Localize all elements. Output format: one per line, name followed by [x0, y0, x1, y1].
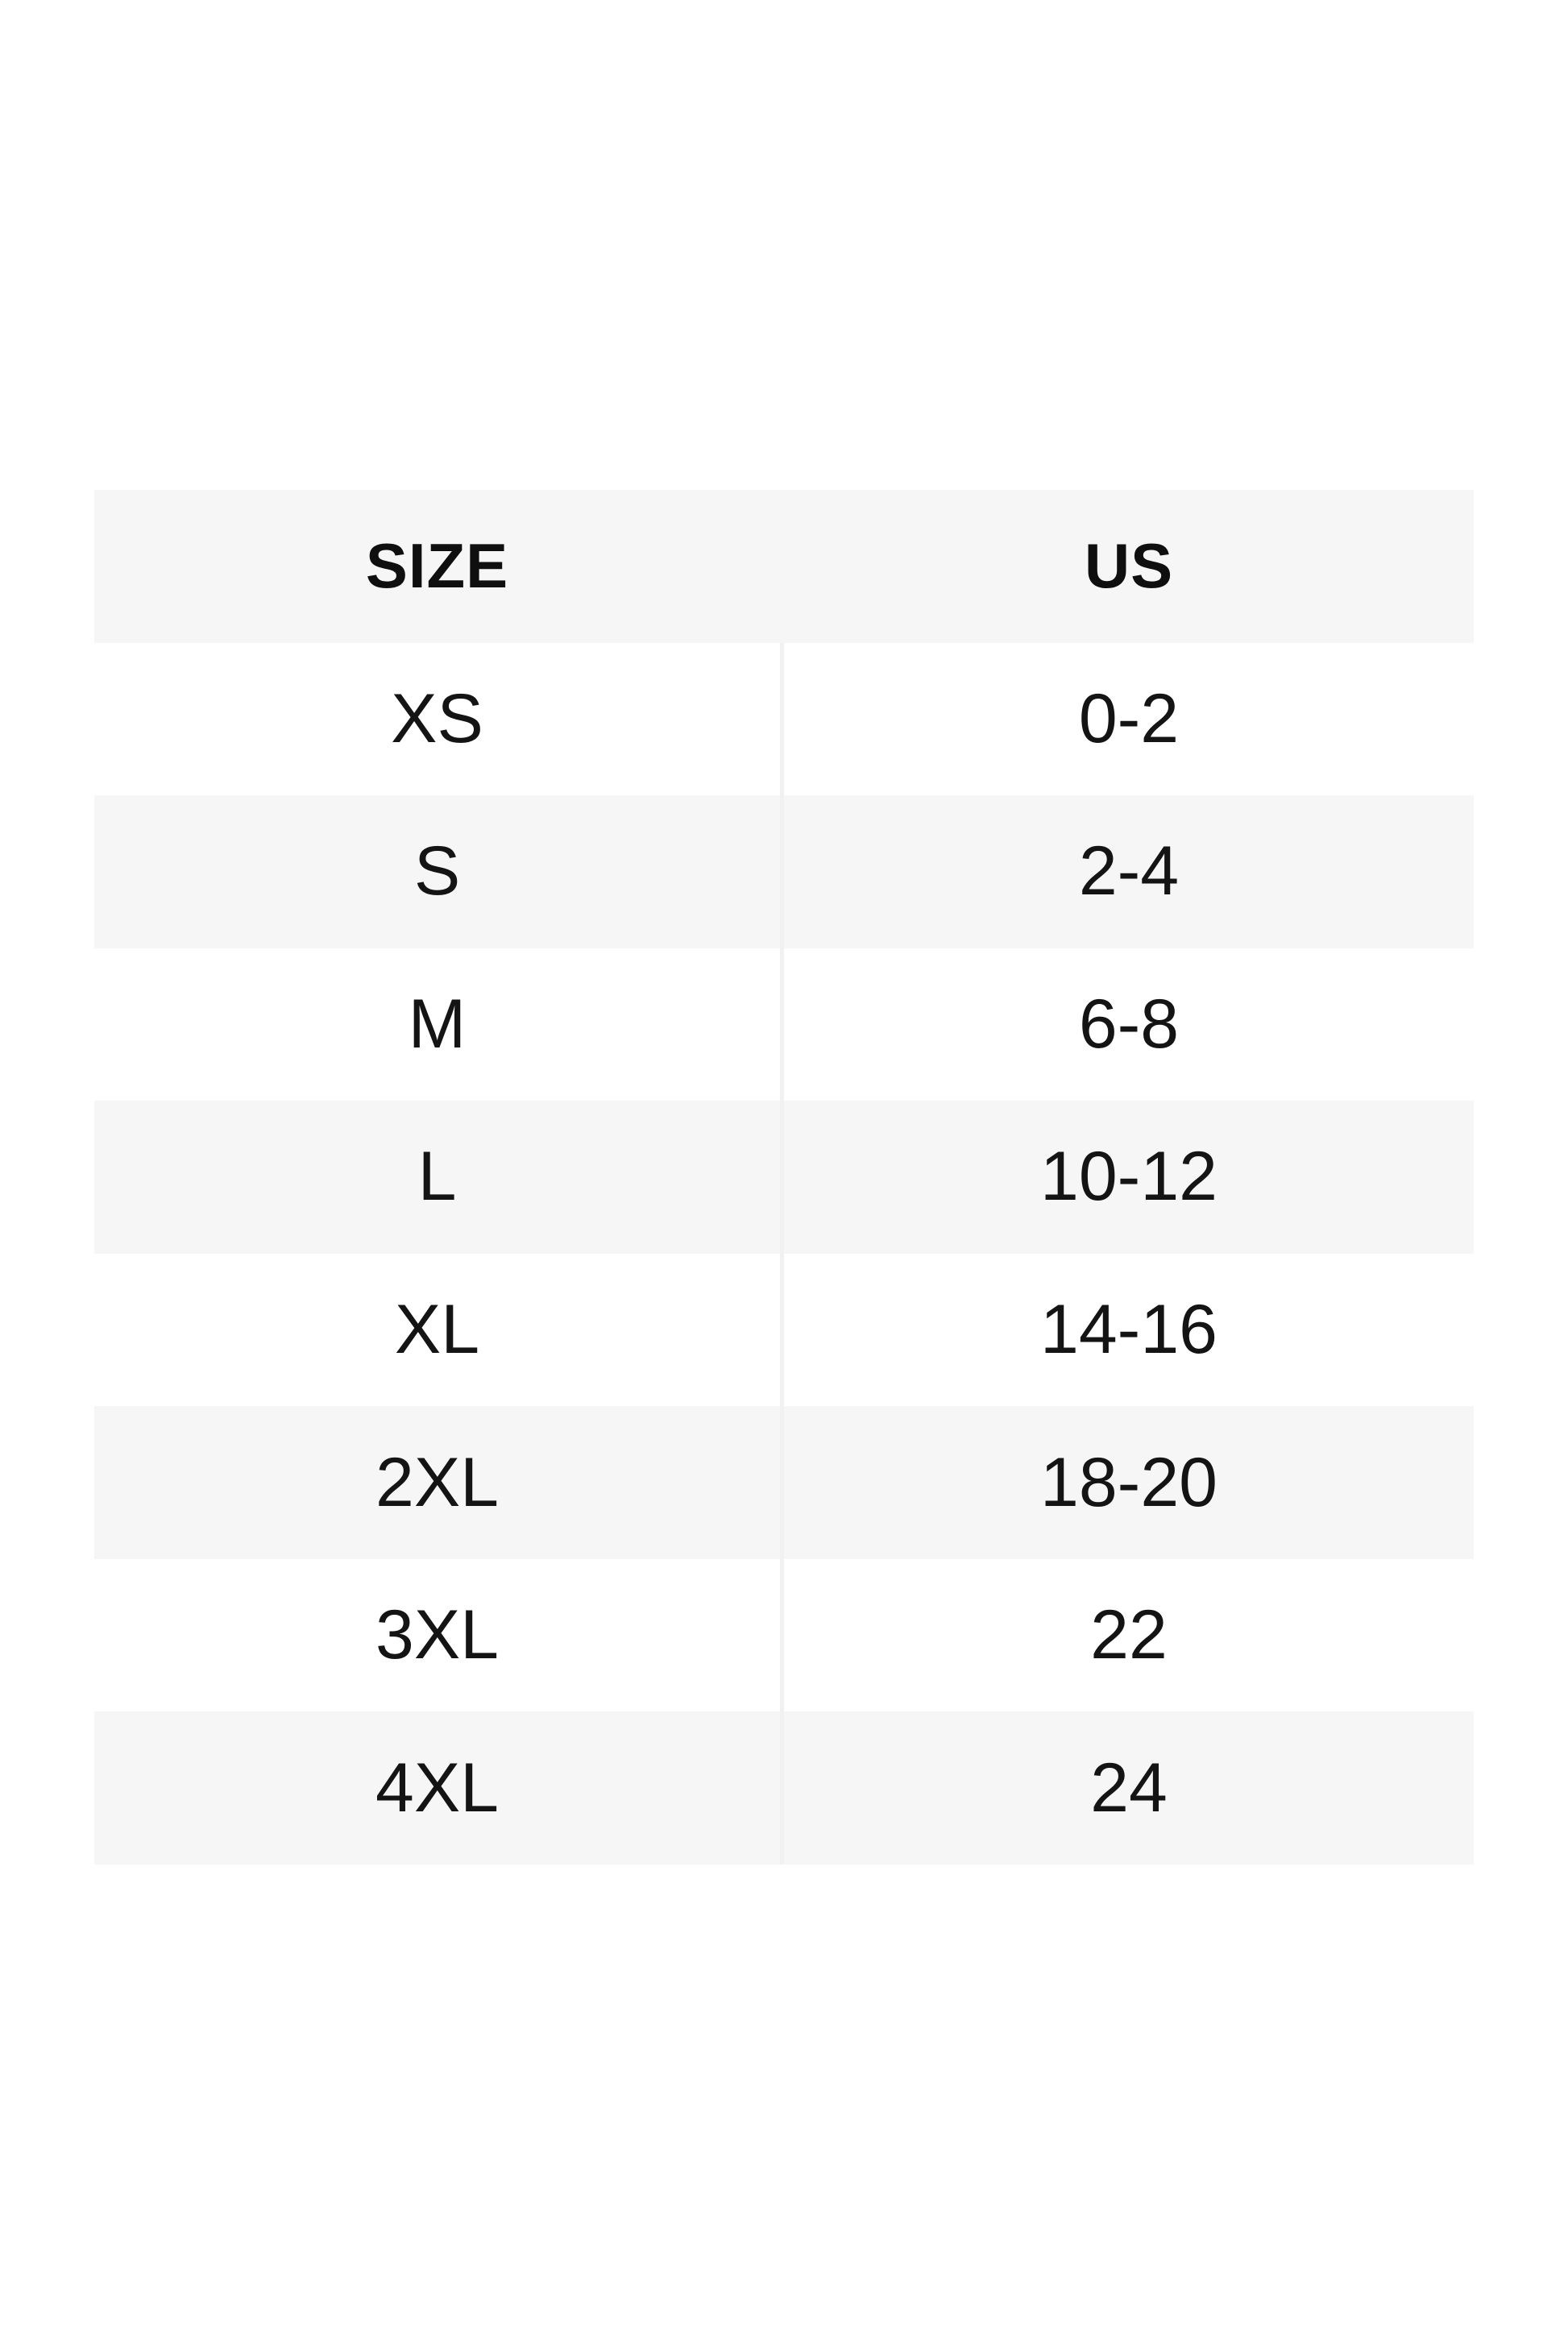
- size-cell: 2XL: [94, 1406, 784, 1559]
- table-row: L 10-12: [94, 1101, 1474, 1254]
- table-row: XS 0-2: [94, 642, 1474, 796]
- table-row: XL 14-16: [94, 1253, 1474, 1407]
- size-cell: S: [94, 795, 784, 948]
- us-cell: 14-16: [1040, 1291, 1217, 1369]
- table-row: 4XL 24: [94, 1711, 1474, 1865]
- size-cell: 4XL: [94, 1711, 784, 1865]
- size-cell: XL: [94, 1253, 784, 1407]
- table-row: 3XL 22: [94, 1558, 1474, 1712]
- size-cell: M: [94, 948, 784, 1101]
- size-cell: XS: [94, 642, 784, 796]
- column-header-size: SIZE: [365, 530, 509, 602]
- us-cell: 2-4: [1078, 832, 1180, 911]
- size-chart-table: SIZE US XS 0-2 S 2-4 M 6-8 L 10-12 XL 14…: [94, 490, 1474, 1865]
- us-cell: 22: [1090, 1596, 1168, 1674]
- us-cell: 0-2: [1078, 679, 1180, 757]
- size-cell: L: [94, 1101, 784, 1254]
- table-row: M 6-8: [94, 948, 1474, 1101]
- table-row: 2XL 18-20: [94, 1406, 1474, 1559]
- us-cell: 24: [1090, 1748, 1168, 1827]
- column-header-us: US: [1084, 530, 1174, 602]
- size-cell: 3XL: [94, 1558, 784, 1712]
- table-header-row: SIZE US: [94, 490, 1474, 643]
- table-row: S 2-4: [94, 795, 1474, 948]
- us-cell: 10-12: [1040, 1138, 1217, 1216]
- us-cell: 6-8: [1078, 985, 1180, 1063]
- us-cell: 18-20: [1040, 1443, 1217, 1521]
